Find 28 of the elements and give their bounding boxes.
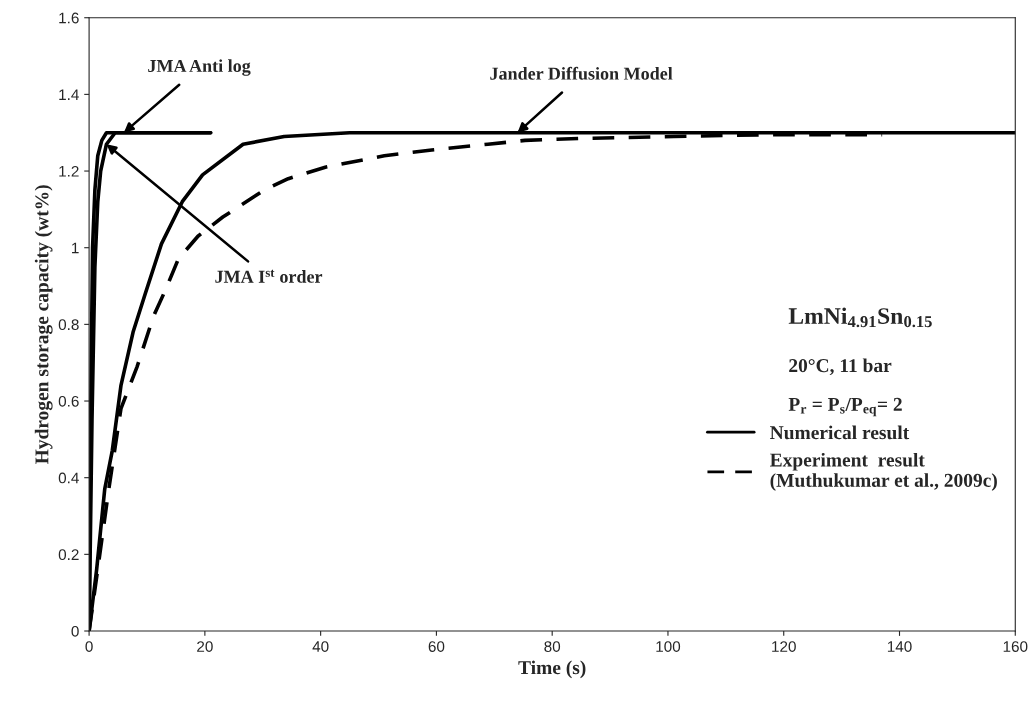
y-tick-label: 1.2 (59, 165, 79, 177)
y-tick-label: 0.8 (58, 319, 79, 331)
annotation: LmNi$_{4.91}$Sn$_{0.15}$ (788, 307, 932, 328)
x-tick-label: 40 (312, 641, 329, 652)
y-axis-title: Hydrogen storage capacity (wt%) (34, 185, 53, 464)
y-tick-label: 1.4 (59, 89, 79, 100)
annotation: JMA I$^{st}$ order (215, 269, 323, 283)
y-tick-label: 1 (72, 242, 79, 254)
annotation: Jander Diffusion Model (490, 66, 673, 80)
y-tick-label: 0.4 (58, 472, 79, 484)
x-tick-label: 80 (544, 641, 561, 652)
x-tick-label: 120 (772, 641, 796, 652)
y-tick-label: 0.6 (58, 395, 79, 407)
y-tick-label: 1.6 (59, 12, 79, 24)
x-tick-label: 0 (85, 641, 93, 652)
annotation: 20°C, 11 bar (789, 358, 892, 375)
x-tick-label: 140 (887, 641, 912, 652)
annotation: JMA Anti log (148, 59, 251, 76)
legend-label: Numerical result (770, 425, 910, 440)
x-tick-label: 60 (428, 641, 445, 652)
y-tick-label: 0 (71, 625, 79, 637)
x-tick-label: 20 (197, 641, 213, 652)
x-tick-label: 100 (656, 641, 681, 652)
x-tick-label: 160 (1003, 641, 1028, 652)
x-axis-title: Time (s) (518, 660, 586, 679)
annotation: P$_{r}$ = P$_{s}$/P$_{eq}$= 2 (788, 397, 902, 417)
legend-label: Experiment result (Muthukumar et al., 2009c) (770, 452, 997, 491)
y-tick-label: 0.2 (58, 549, 79, 561)
